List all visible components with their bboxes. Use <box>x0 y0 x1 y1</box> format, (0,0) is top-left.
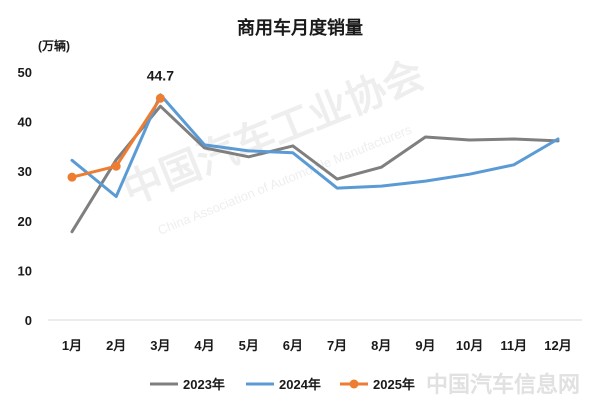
series-point-2 <box>67 172 77 182</box>
x-axis-ticks: 1月 2月 3月 4月 5月 6月 7月 8月 9月 10月 11月 12月 <box>62 338 572 353</box>
y-axis-ticks: 0 10 20 30 40 50 <box>18 65 32 328</box>
series-point-2 <box>155 93 165 103</box>
legend: 2023年 2024年 2025年 <box>150 377 415 392</box>
legend-marker <box>349 379 359 389</box>
legend-label: 2024年 <box>279 377 321 392</box>
x-tick-label: 9月 <box>415 338 435 353</box>
x-tick-label: 11月 <box>500 338 527 353</box>
x-tick-label: 12月 <box>544 338 571 353</box>
chart-title: 商用车月度销量 <box>237 17 363 38</box>
series-lines <box>67 93 560 234</box>
legend-item-1: 2024年 <box>246 377 321 392</box>
y-tick-label: 50 <box>18 65 32 80</box>
y-tick-label: 40 <box>18 115 32 130</box>
x-tick-label: 6月 <box>283 338 303 353</box>
y-tick-label: 10 <box>18 263 32 278</box>
series-point-2 <box>111 161 121 171</box>
y-tick-label: 30 <box>18 164 32 179</box>
x-tick-label: 5月 <box>239 338 259 353</box>
x-tick-label: 10月 <box>456 338 483 353</box>
x-tick-label: 2月 <box>106 338 126 353</box>
y-axis-unit: (万辆) <box>38 38 70 53</box>
y-tick-label: 0 <box>25 313 32 328</box>
legend-label: 2025年 <box>373 377 415 392</box>
x-tick-label: 1月 <box>62 338 82 353</box>
x-tick-label: 7月 <box>327 338 347 353</box>
x-tick-label: 4月 <box>194 338 214 353</box>
legend-item-2: 2025年 <box>340 377 415 392</box>
data-labels: 44.7 <box>147 67 174 83</box>
data-label: 44.7 <box>147 67 174 83</box>
legend-label: 2023年 <box>183 377 225 392</box>
y-tick-label: 20 <box>18 214 32 229</box>
x-tick-label: 3月 <box>150 338 170 353</box>
legend-item-0: 2023年 <box>150 377 225 392</box>
watermark-site: 中国汽车信息网 <box>426 372 580 397</box>
x-tick-label: 8月 <box>371 338 391 353</box>
